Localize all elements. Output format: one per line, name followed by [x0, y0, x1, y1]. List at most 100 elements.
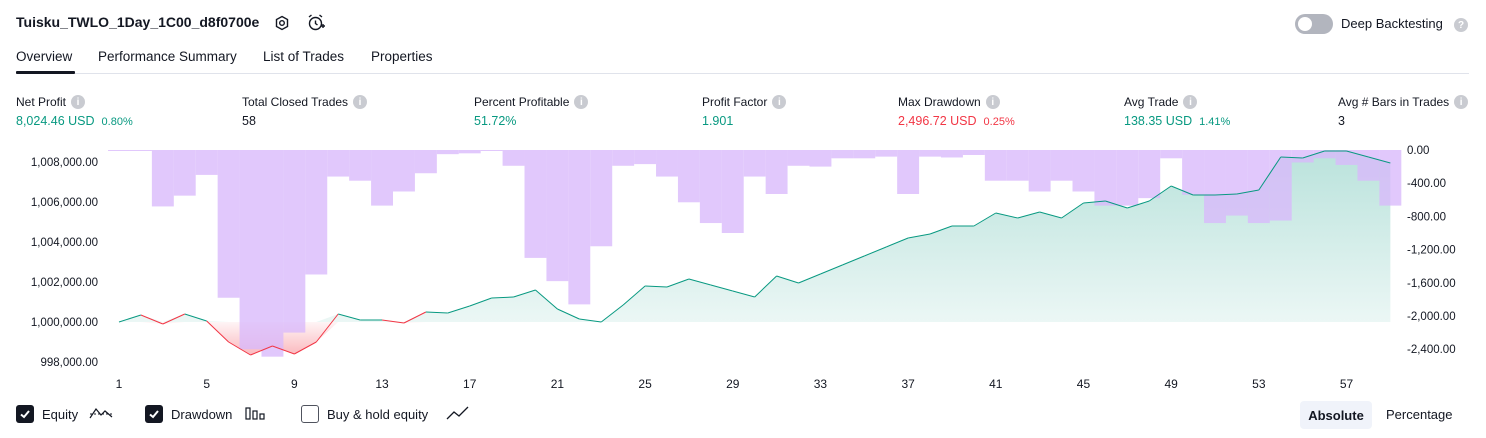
drawdown-bar: [1247, 150, 1270, 224]
x-tick-label: 13: [375, 377, 389, 391]
tab-list-of-trades[interactable]: List of Trades: [263, 49, 345, 64]
settings-icon[interactable]: [271, 12, 293, 34]
equity-line-segment: [228, 341, 251, 356]
equity-line-segment: [1061, 202, 1084, 219]
x-tick-label: 29: [726, 377, 740, 391]
equity-line-segment: [579, 318, 602, 323]
drawdown-bar: [984, 150, 1007, 181]
absolute-button[interactable]: Absolute: [1300, 401, 1372, 429]
info-icon[interactable]: i: [985, 95, 1000, 109]
percent-profitable-value: 51.72%: [474, 114, 517, 128]
drawdown-bar: [393, 150, 415, 192]
drawdown-bar: [853, 150, 876, 159]
avg-bars-value: 3: [1338, 114, 1345, 128]
equity-line-segment: [645, 285, 668, 288]
y-left-tick-label: 998,000.00: [40, 357, 98, 369]
avg-trade-label-text: Avg Trade: [1124, 95, 1179, 109]
equity-line-segment: [1083, 200, 1106, 204]
profit-factor-value: 1.901: [702, 114, 734, 128]
drawdown-bar: [283, 150, 306, 333]
equity-line-segment: [710, 284, 733, 292]
drawdown-legend-label[interactable]: Drawdown: [171, 407, 233, 422]
equity-line-icon: [89, 404, 113, 427]
drawdown-bars-icon: [245, 405, 267, 426]
info-icon[interactable]: i: [772, 95, 787, 109]
info-icon[interactable]: i: [353, 95, 368, 109]
equity-line-segment: [1017, 211, 1040, 219]
drawdown-bar: [239, 150, 262, 350]
equity-line-segment: [776, 275, 799, 284]
drawdown-bar: [1204, 150, 1226, 224]
equity-line-segment: [294, 341, 317, 355]
x-tick-label: 49: [1164, 377, 1178, 391]
equity-line-segment: [1170, 185, 1194, 196]
equity-line-segment: [820, 264, 843, 275]
drawdown-bar: [261, 150, 284, 357]
drawdown-checkbox[interactable]: [145, 405, 163, 423]
equity-line-segment: [315, 313, 339, 343]
x-tick-label: 45: [1077, 377, 1091, 391]
avg-trade-label: Avg Trade i: [1124, 95, 1198, 109]
drawdown-bar: [502, 150, 525, 166]
equity-drawdown-chart[interactable]: 1,008,000.00 1,006,000.00 1,004,000.00 1,00…: [0, 0, 1486, 400]
equity-line-segment: [469, 297, 492, 307]
equity-line-segment: [184, 313, 207, 322]
equity-line-segment: [535, 289, 558, 310]
y-right-tick-label: -2,000.00: [1407, 311, 1456, 323]
drawdown-bar: [1313, 150, 1336, 159]
x-tick-label: 9: [291, 377, 298, 391]
drawdown-bar: [108, 150, 130, 151]
equity-checkbox[interactable]: [16, 405, 34, 423]
deep-backtesting-label: Deep Backtesting: [1341, 16, 1443, 31]
drawdown-bar: [173, 150, 196, 196]
tab-properties[interactable]: Properties: [371, 49, 433, 64]
equity-legend-label[interactable]: Equity: [42, 407, 79, 422]
percent-profitable-label-text: Percent Profitable: [474, 95, 570, 109]
drawdown-bar: [765, 150, 788, 194]
x-tick-label: 37: [901, 377, 915, 391]
add-alert-icon[interactable]: [305, 12, 327, 34]
equity-line-segment: [118, 314, 142, 323]
equity-line-segment: [557, 308, 580, 320]
y-right-tick-label: -1,200.00: [1407, 245, 1456, 257]
help-icon[interactable]: ?: [1454, 18, 1468, 32]
y-left-tick-label: 1,002,000.00: [31, 277, 98, 289]
buy-hold-legend-label[interactable]: Buy & hold equity: [327, 407, 429, 422]
info-icon[interactable]: i: [574, 95, 589, 109]
avg-bars-label: Avg # Bars in Trades i: [1338, 95, 1469, 109]
buy-hold-checkbox[interactable]: [301, 405, 319, 423]
info-icon[interactable]: i: [1454, 95, 1469, 109]
equity-line-segment: [1105, 200, 1128, 209]
info-icon[interactable]: i: [1183, 95, 1198, 109]
tab-performance-summary[interactable]: Performance Summary: [98, 49, 237, 64]
drawdown-bar: [305, 150, 328, 275]
equity-line-segment: [1127, 200, 1150, 209]
drawdown-bar: [962, 150, 985, 155]
avg-trade-amount: 138.35 USD: [1124, 114, 1193, 128]
equity-line-segment: [1039, 211, 1062, 219]
net-profit-value: 8,024.46 USD 0.80%: [16, 114, 133, 128]
drawdown-bar: [612, 150, 635, 166]
drawdown-bar: [1006, 150, 1029, 181]
equity-line-segment: [425, 311, 448, 314]
equity-line-segment: [798, 273, 821, 284]
drawdown-bar: [1116, 150, 1139, 206]
drawdown-bar: [524, 150, 547, 258]
drawdown-bar: [1028, 150, 1051, 192]
equity-line-segment: [162, 313, 185, 325]
drawdown-bar: [568, 150, 591, 305]
x-tick-label: 21: [551, 377, 565, 391]
percentage-button[interactable]: Percentage: [1386, 407, 1453, 422]
info-icon[interactable]: i: [71, 95, 86, 109]
x-tick-label: 1: [116, 377, 123, 391]
equity-line-segment: [1236, 189, 1259, 195]
y-right-tick-label: -400.00: [1407, 178, 1446, 190]
toggle-knob: [1298, 17, 1312, 31]
x-tick-label: 53: [1252, 377, 1266, 391]
drawdown-bar: [1072, 150, 1095, 192]
deep-backtesting-toggle[interactable]: [1295, 14, 1333, 34]
max-drawdown-pct: 0.25%: [983, 116, 1015, 128]
x-tick-label: 33: [814, 377, 828, 391]
y-left-tick-label: 1,006,000.00: [31, 197, 98, 209]
tab-overview[interactable]: Overview: [16, 49, 73, 64]
